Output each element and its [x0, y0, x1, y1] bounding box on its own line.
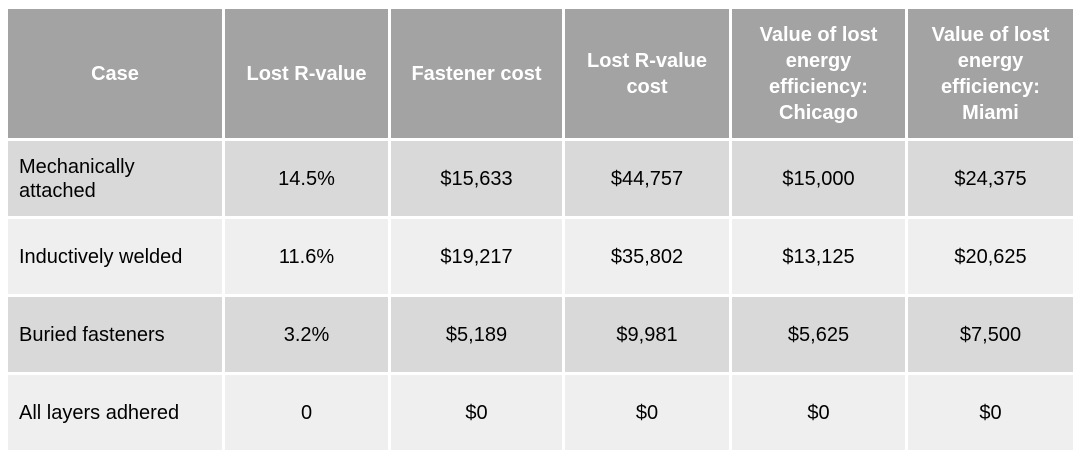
header-case: Case	[5, 6, 225, 141]
header-lost-r-value-cost: Lost R-value cost	[562, 6, 732, 141]
table-row: Mechanically attached 14.5% $15,633 $44,…	[5, 138, 1076, 219]
cell-lost-r-value: 11.6%	[222, 216, 391, 297]
cell-fastener-cost: $0	[388, 372, 565, 453]
cell-case: All layers adhered	[5, 372, 225, 453]
header-lost-r-value: Lost R-value	[222, 6, 391, 141]
cell-value-chicago: $13,125	[729, 216, 908, 297]
cell-value-chicago: $5,625	[729, 294, 908, 375]
header-fastener-cost: Fastener cost	[388, 6, 565, 141]
cell-case: Inductively welded	[5, 216, 225, 297]
cell-lost-r-value-cost: $0	[562, 372, 732, 453]
cell-case: Mechanically attached	[5, 138, 225, 219]
cell-lost-r-value-cost: $44,757	[562, 138, 732, 219]
cell-fastener-cost: $19,217	[388, 216, 565, 297]
cell-case: Buried fasteners	[5, 294, 225, 375]
cell-value-chicago: $0	[729, 372, 908, 453]
cell-fastener-cost: $5,189	[388, 294, 565, 375]
cell-value-miami: $24,375	[905, 138, 1076, 219]
table-row: All layers adhered 0 $0 $0 $0 $0	[5, 372, 1076, 453]
cell-value-miami: $7,500	[905, 294, 1076, 375]
header-row: Case Lost R-value Fastener cost Lost R-v…	[5, 6, 1076, 141]
cell-value-chicago: $15,000	[729, 138, 908, 219]
header-value-chicago: Value of lost energy efficiency: Chicago	[729, 6, 908, 141]
cell-value-miami: $0	[905, 372, 1076, 453]
table-row: Buried fasteners 3.2% $5,189 $9,981 $5,6…	[5, 294, 1076, 375]
cell-value-miami: $20,625	[905, 216, 1076, 297]
cell-lost-r-value-cost: $35,802	[562, 216, 732, 297]
cell-lost-r-value: 0	[222, 372, 391, 453]
cell-lost-r-value: 14.5%	[222, 138, 391, 219]
cell-fastener-cost: $15,633	[388, 138, 565, 219]
cell-lost-r-value-cost: $9,981	[562, 294, 732, 375]
cost-comparison-table: Case Lost R-value Fastener cost Lost R-v…	[5, 6, 1076, 453]
cell-lost-r-value: 3.2%	[222, 294, 391, 375]
table-body: Mechanically attached 14.5% $15,633 $44,…	[5, 138, 1076, 453]
cost-comparison-table-container: Case Lost R-value Fastener cost Lost R-v…	[5, 6, 1076, 453]
table-header: Case Lost R-value Fastener cost Lost R-v…	[5, 6, 1076, 141]
table-row: Inductively welded 11.6% $19,217 $35,802…	[5, 216, 1076, 297]
header-value-miami: Value of lost energy efficiency: Miami	[905, 6, 1076, 141]
